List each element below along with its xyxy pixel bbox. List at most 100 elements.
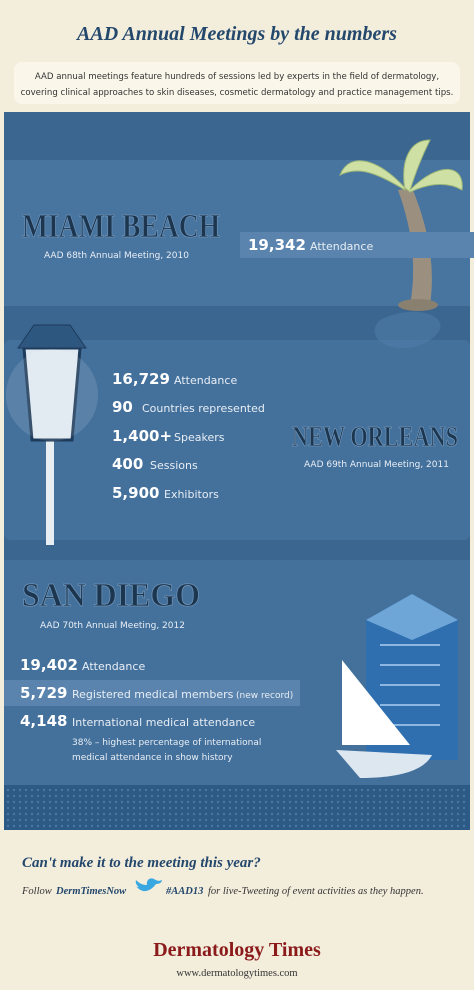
dot xyxy=(462,812,466,816)
dot xyxy=(108,818,112,822)
dot xyxy=(306,788,310,792)
dot xyxy=(462,794,466,798)
dot xyxy=(246,788,250,792)
dot xyxy=(162,788,166,792)
dot xyxy=(294,788,298,792)
dot xyxy=(324,818,328,822)
dot xyxy=(54,806,58,810)
stat-box xyxy=(240,232,474,258)
stat-value: 19,342 xyxy=(248,236,306,254)
dot xyxy=(210,812,214,816)
dot xyxy=(240,806,244,810)
dot xyxy=(198,818,202,822)
dot xyxy=(102,812,106,816)
dot xyxy=(294,806,298,810)
dot xyxy=(84,812,88,816)
dot xyxy=(306,818,310,822)
dot xyxy=(234,812,238,816)
dot xyxy=(432,794,436,798)
dot xyxy=(408,800,412,804)
dot xyxy=(282,806,286,810)
dot xyxy=(276,806,280,810)
dot xyxy=(396,794,400,798)
dot xyxy=(414,800,418,804)
hashtag: #AAD13 xyxy=(165,886,203,897)
dot xyxy=(180,806,184,810)
dot xyxy=(108,812,112,816)
dot xyxy=(294,812,298,816)
dot xyxy=(72,812,76,816)
dot xyxy=(174,824,178,828)
dot xyxy=(336,788,340,792)
dot xyxy=(300,788,304,792)
dot xyxy=(132,806,136,810)
dot xyxy=(378,794,382,798)
dot xyxy=(444,818,448,822)
dot xyxy=(192,824,196,828)
dot xyxy=(174,788,178,792)
dot xyxy=(294,794,298,798)
lamp-top xyxy=(17,324,87,349)
dot xyxy=(216,788,220,792)
dot xyxy=(108,794,112,798)
dot xyxy=(324,800,328,804)
dot xyxy=(126,824,130,828)
dot xyxy=(258,812,262,816)
dot xyxy=(186,818,190,822)
dot xyxy=(156,800,160,804)
dot xyxy=(360,818,364,822)
stat-label: Attendance xyxy=(174,374,237,387)
dot xyxy=(114,800,118,804)
dot xyxy=(48,788,52,792)
dot xyxy=(180,788,184,792)
dot xyxy=(372,824,376,828)
dot xyxy=(24,824,28,828)
stat-label: Exhibitors xyxy=(164,488,219,501)
dot xyxy=(312,818,316,822)
dot xyxy=(264,788,268,792)
brand: Dermatology Times xyxy=(153,939,321,961)
dot xyxy=(438,824,442,828)
dot xyxy=(408,824,412,828)
dot xyxy=(330,788,334,792)
dot xyxy=(438,794,442,798)
dot xyxy=(48,812,52,816)
dot xyxy=(168,800,172,804)
dot xyxy=(204,824,208,828)
dot xyxy=(90,812,94,816)
dot xyxy=(234,806,238,810)
dot xyxy=(390,794,394,798)
dot xyxy=(318,818,322,822)
dot xyxy=(36,824,40,828)
dot xyxy=(246,806,250,810)
dot xyxy=(342,800,346,804)
dot xyxy=(114,824,118,828)
dot xyxy=(144,806,148,810)
dot xyxy=(342,788,346,792)
dot xyxy=(138,788,142,792)
dot xyxy=(426,806,430,810)
dot xyxy=(276,800,280,804)
dot xyxy=(132,818,136,822)
intro-line: covering clinical approaches to skin dis… xyxy=(21,88,454,98)
dot xyxy=(24,800,28,804)
dot xyxy=(408,812,412,816)
dot xyxy=(6,806,10,810)
dot xyxy=(108,800,112,804)
dot xyxy=(252,824,256,828)
stat-label: International medical attendance xyxy=(72,716,255,729)
dot xyxy=(450,812,454,816)
dot xyxy=(18,812,22,816)
dot xyxy=(378,806,382,810)
dot xyxy=(114,806,118,810)
dot xyxy=(456,812,460,816)
dot xyxy=(198,794,202,798)
dot xyxy=(66,800,70,804)
dot xyxy=(168,812,172,816)
dot xyxy=(396,800,400,804)
dot xyxy=(402,788,406,792)
dot xyxy=(84,800,88,804)
lamp-glow xyxy=(6,349,98,441)
dot xyxy=(354,812,358,816)
dot xyxy=(114,818,118,822)
